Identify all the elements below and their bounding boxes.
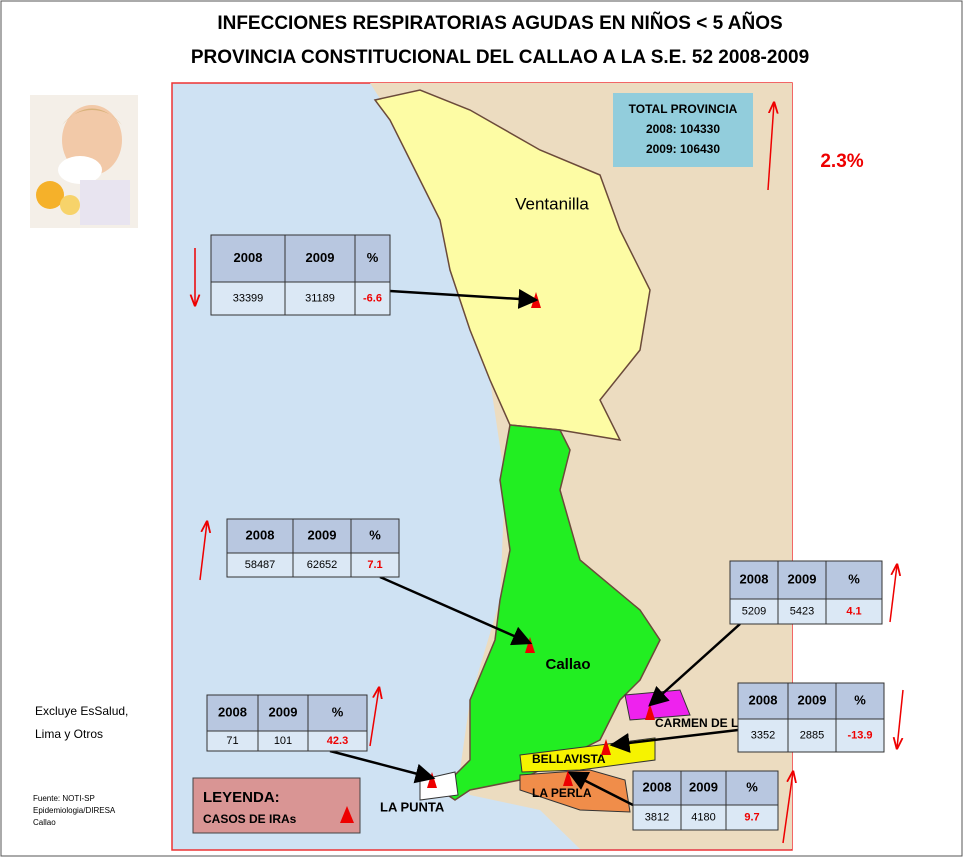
header-text: % [848, 571, 860, 586]
value-text: 3812 [645, 811, 669, 823]
value-text: 3352 [751, 729, 775, 741]
note: Excluye EsSalud, [35, 704, 128, 718]
slide: INFECCIONES RESPIRATORIAS AGUDAS EN NIÑO… [0, 0, 963, 857]
value-text: 42.3 [327, 735, 348, 747]
note: Lima y Otros [35, 727, 103, 741]
header-text: % [332, 704, 344, 719]
value-text: 4.1 [846, 605, 861, 617]
district-label: Callao [545, 656, 590, 673]
value-text: -6.6 [363, 292, 382, 304]
header-text: 2008 [643, 779, 672, 794]
value-text: 31189 [305, 292, 335, 304]
header-text: 2009 [788, 571, 817, 586]
value-text: 62652 [307, 559, 338, 571]
header-text: 2008 [740, 571, 769, 586]
value-text: 5209 [742, 605, 766, 617]
value-text: 5423 [790, 605, 814, 617]
district-label: BELLAVISTA [532, 752, 606, 766]
title-line: PROVINCIA CONSTITUCIONAL DEL CALLAO A LA… [191, 47, 809, 68]
district-label: LA PERLA [532, 786, 592, 800]
district-label: LA PUNTA [380, 799, 445, 814]
source: Fuente: NOTI-SP [33, 794, 95, 803]
header-text: % [369, 527, 381, 542]
value-text: 2885 [800, 729, 824, 741]
value-text: 58487 [245, 559, 276, 571]
total-change: 2.3% [820, 151, 863, 172]
legend-title: LEYENDA: [203, 789, 280, 806]
header-text: 2009 [798, 692, 827, 707]
header-text: 2008 [749, 692, 778, 707]
header-text: 2009 [689, 779, 718, 794]
header-text: 2008 [218, 704, 247, 719]
header-text: 2008 [246, 527, 275, 542]
title-line: INFECCIONES RESPIRATORIAS AGUDAS EN NIÑO… [217, 12, 782, 34]
total-2008: 2008: 104330 [646, 122, 720, 136]
value-text: 101 [274, 735, 292, 747]
district-label: Ventanilla [515, 194, 589, 213]
header-text: 2008 [234, 250, 263, 265]
header-text: % [854, 692, 866, 707]
value-text: 4180 [691, 811, 715, 823]
header-text: 2009 [306, 250, 335, 265]
source: Epidemiologia/DIRESA [33, 806, 116, 815]
header-text: 2009 [308, 527, 337, 542]
value-text: 7.1 [367, 559, 382, 571]
photo [30, 95, 138, 228]
source: Callao [33, 818, 56, 827]
header-text: % [746, 779, 758, 794]
value-text: -13.9 [847, 729, 872, 741]
value-text: 9.7 [744, 811, 759, 823]
value-text: 33399 [233, 292, 264, 304]
total-title: TOTAL PROVINCIA [629, 102, 738, 116]
total-2009: 2009: 106430 [646, 142, 720, 156]
header-text: % [367, 250, 379, 265]
header-text: 2009 [269, 704, 298, 719]
legend-label: CASOS DE IRAs [203, 812, 297, 826]
value-text: 71 [226, 735, 238, 747]
